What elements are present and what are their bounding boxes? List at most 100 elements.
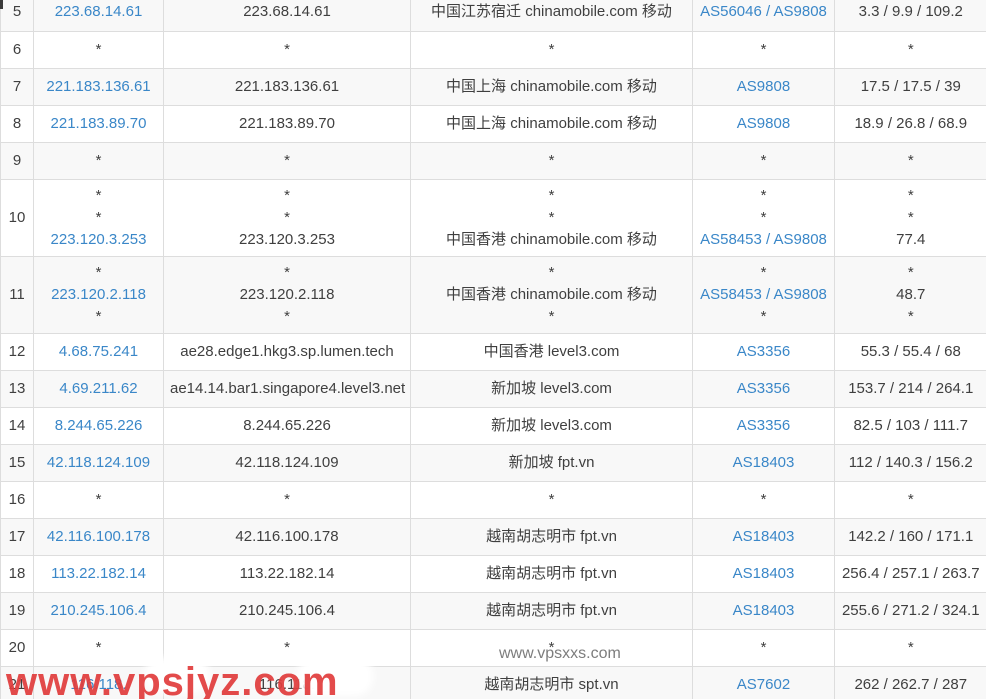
timeout-marker: *: [760, 186, 767, 204]
hop-cell: 9: [0, 142, 34, 180]
ip-cell: *: [33, 31, 164, 69]
timeout-marker: *: [907, 263, 914, 281]
location-cell-text: 新加坡 fpt.vn: [508, 453, 595, 471]
hop-cell-text: 21: [8, 675, 26, 693]
timeout-marker: *: [284, 307, 290, 325]
hop-cell-text: 6: [12, 40, 22, 58]
timeout-marker: *: [907, 40, 914, 58]
host-cell: ae14.14.bar1.singapore4.level3.net: [163, 370, 411, 408]
timeout-marker: *: [284, 186, 290, 204]
table-row: 16 * * * * *: [0, 481, 986, 519]
asn-link[interactable]: AS3356: [736, 342, 791, 360]
timeout-marker: *: [284, 638, 290, 656]
hop-cell-text: 5: [12, 3, 22, 21]
latency-cell-text: 3.3 / 9.9 / 109.2: [858, 3, 963, 21]
location-cell-text: 中国上海 chinamobile.com 移动: [446, 77, 657, 95]
asn-cell: AS18403: [692, 444, 835, 482]
hop-cell: 10: [0, 179, 34, 257]
timeout-marker: *: [907, 208, 914, 226]
asn-link[interactable]: AS7602: [736, 675, 791, 693]
latency-cell-text: 55.3 / 55.4 / 68: [860, 342, 961, 360]
asn-link[interactable]: AS3356: [736, 416, 791, 434]
timeout-marker: *: [760, 40, 767, 58]
asn-link[interactable]: AS18403: [732, 601, 795, 619]
asn-link[interactable]: AS9808: [736, 77, 791, 95]
ip-link[interactable]: 4.68.75.241: [58, 342, 139, 360]
ip-cell: 113.22.182.14: [33, 555, 164, 593]
table-row: 6 * * * * *: [0, 31, 986, 69]
asn-link[interactable]: AS18403: [732, 527, 795, 545]
latency-cell: *: [834, 481, 986, 519]
ip-cell: 4.68.75.241: [33, 333, 164, 371]
latency-cell-text: 153.7 / 214 / 264.1: [848, 379, 974, 397]
asn-link[interactable]: AS56046 / AS9808: [700, 3, 827, 21]
timeout-marker: *: [284, 40, 290, 58]
hop-cell-text: 11: [9, 285, 25, 303]
hop-cell: 20: [0, 629, 34, 667]
ip-link[interactable]: 221.183.136.61: [46, 77, 151, 95]
ip-link[interactable]: 42.116.100.178: [46, 527, 151, 545]
timeout-marker: *: [95, 186, 102, 204]
asn-link[interactable]: AS58453 / AS9808: [700, 285, 827, 303]
hop-cell-text: 19: [8, 601, 26, 619]
asn-cell: * AS58453 / AS9808 *: [692, 256, 835, 334]
ip-link[interactable]: 210.245.106.4: [50, 601, 147, 619]
ip-link[interactable]: 42.118.124.109: [46, 453, 151, 471]
timeout-marker: *: [760, 263, 767, 281]
asn-link[interactable]: AS18403: [732, 453, 795, 471]
asn-link[interactable]: AS58453 / AS9808: [700, 230, 827, 248]
timeout-marker: *: [548, 186, 555, 204]
hop-cell-text: 16: [8, 490, 26, 508]
ip-link[interactable]: 113.22.182.14: [51, 564, 146, 582]
latency-cell: 82.5 / 103 / 111.7: [834, 407, 986, 445]
timeout-marker: *: [95, 151, 102, 169]
asn-cell: AS18403: [692, 592, 835, 630]
host-cell: ae28.edge1.hkg3.sp.lumen.tech: [163, 333, 411, 371]
asn-cell: AS9808: [692, 68, 835, 106]
host-cell: 42.116.100.178: [163, 518, 411, 556]
timeout-marker: *: [548, 208, 555, 226]
location-cell: 越南胡志明市 fpt.vn: [410, 518, 693, 556]
table-row: 8 221.183.89.70 221.183.89.70 中国上海 chinamob…: [0, 105, 986, 143]
ip-link[interactable]: 116.118.: [70, 675, 127, 693]
ip-link[interactable]: 8.244.65.226: [54, 416, 143, 434]
location-cell-text: 新加坡 level3.com: [491, 416, 612, 434]
ip-link[interactable]: 223.68.14.61: [54, 3, 143, 21]
latency-cell: *: [834, 142, 986, 180]
asn-link[interactable]: AS18403: [732, 564, 795, 582]
location-cell: 越南胡志明市 spt.vn: [410, 666, 693, 699]
location-cell: *: [410, 142, 693, 180]
hop-cell-text: 10: [8, 208, 26, 226]
latency-cell: 256.4 / 257.1 / 263.7: [834, 555, 986, 593]
latency-cell: *: [834, 31, 986, 69]
asn-cell: AS3356: [692, 407, 835, 445]
host-cell: * 223.120.2.118 *: [163, 256, 411, 334]
host-cell-text: ae14.14.bar1.singapore4.level3.net: [170, 379, 406, 397]
asn-link[interactable]: AS9808: [736, 114, 791, 132]
ip-link[interactable]: 4.69.211.62: [59, 379, 138, 397]
table-row: 11 * 223.120.2.118 * * 223.120.2.118 * * 中国香港 ch…: [0, 256, 986, 334]
hop-cell: 11: [0, 256, 34, 334]
hop-cell-text: 8: [12, 114, 22, 132]
table-row: 18 113.22.182.14 113.22.182.14 越南胡志明市 fpt.v…: [0, 555, 986, 593]
location-cell: 新加坡 fpt.vn: [410, 444, 693, 482]
timeout-marker: *: [907, 186, 914, 204]
location-cell-text: 新加坡 level3.com: [491, 379, 612, 397]
table-row: 17 42.116.100.178 42.116.100.178 越南胡志明市 fpt…: [0, 518, 986, 556]
ip-link[interactable]: 221.183.89.70: [50, 114, 147, 132]
host-cell: 8.244.65.226: [163, 407, 411, 445]
timeout-marker: *: [760, 307, 767, 325]
ip-link[interactable]: 223.120.2.118: [51, 285, 146, 303]
asn-link[interactable]: AS3356: [736, 379, 791, 397]
hop-cell-text: 12: [8, 342, 26, 360]
ip-link[interactable]: 223.120.3.253: [50, 230, 147, 248]
timeout-marker: *: [95, 490, 102, 508]
hop-cell: 12: [0, 333, 34, 371]
hop-cell: 5: [0, 0, 34, 32]
timeout-marker: *: [907, 490, 914, 508]
latency-cell: 153.7 / 214 / 264.1: [834, 370, 986, 408]
location-cell: 中国江苏宿迁 chinamobile.com 移动: [410, 0, 693, 32]
hop-cell: 21: [0, 666, 34, 699]
timeout-marker: *: [95, 263, 102, 281]
location-cell: * * 中国香港 chinamobile.com 移动: [410, 179, 693, 257]
